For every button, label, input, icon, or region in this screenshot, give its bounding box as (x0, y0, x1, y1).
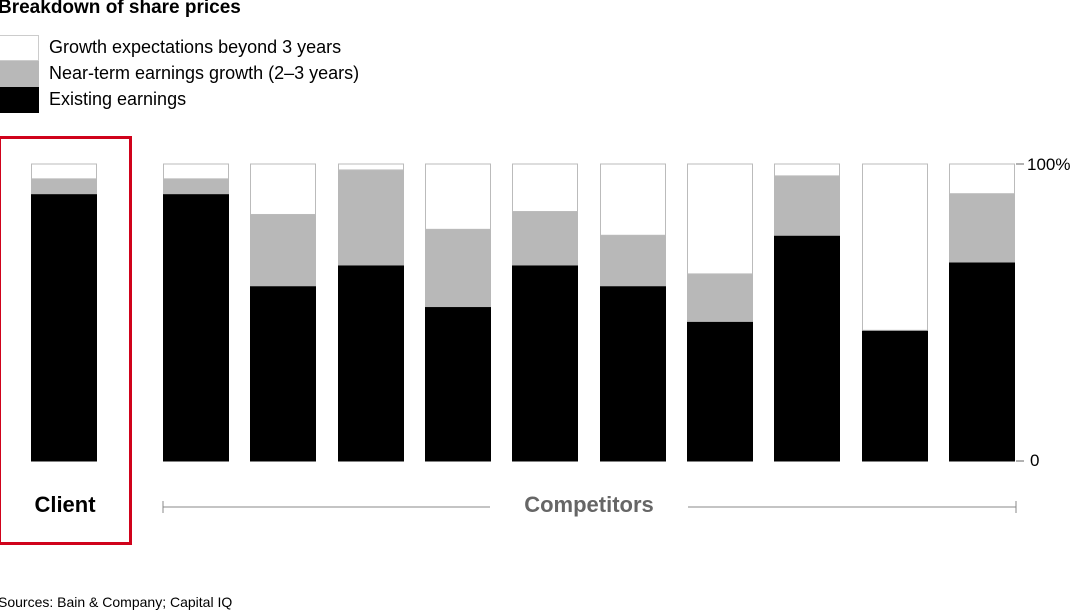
bar-segment-3-1 (338, 169, 404, 266)
bar-segment-1-1 (163, 178, 229, 195)
bar-segment-5-1 (512, 211, 578, 266)
bar-segment-1-2 (163, 163, 229, 180)
legend-swatch (0, 87, 39, 113)
bar-segment-4-0 (425, 306, 491, 462)
bar-segment-8-0 (774, 234, 840, 462)
legend-label: Existing earnings (49, 89, 187, 109)
bar-segment-2-1 (250, 213, 316, 287)
bar-segment-1-0 (163, 193, 229, 462)
bar-segment-3-2 (338, 163, 404, 171)
y-tick-100: 100% (1027, 155, 1071, 174)
bar-segment-7-2 (687, 163, 753, 275)
bar-segment-6-0 (600, 285, 666, 462)
bar-segment-4-2 (425, 163, 491, 230)
group-label-client: Client (34, 492, 96, 517)
source-note: Sources: Bain & Company; Capital IQ (0, 594, 233, 610)
y-tick-0: 0 (1030, 451, 1040, 470)
bar-segment-5-2 (512, 163, 578, 213)
bar-segment-6-1 (600, 234, 666, 287)
bar-segment-9-0 (862, 329, 928, 462)
bar-segment-0-1 (31, 178, 97, 195)
legend-item-growth-beyond: Growth expectations beyond 3 years (0, 35, 420, 61)
client-highlight-box (0, 136, 132, 545)
bar-segment-0-2 (31, 163, 97, 180)
bar-segment-4-1 (425, 228, 491, 308)
bar-segment-10-2 (949, 163, 1015, 195)
chart-title: Breakdown of share prices (0, 0, 241, 18)
legend-swatch (0, 61, 39, 87)
bar-segment-0-0 (31, 193, 97, 462)
bar-segment-10-1 (949, 193, 1015, 263)
bar-segment-7-1 (687, 273, 753, 322)
legend-swatch (0, 35, 39, 61)
bar-segment-7-0 (687, 320, 753, 462)
legend-label: Near-term earnings growth (2–3 years) (49, 63, 360, 83)
bar-segment-3-0 (338, 264, 404, 462)
bar-segment-8-1 (774, 175, 840, 236)
bar-segment-2-2 (250, 163, 316, 215)
group-label-competitors: Competitors (490, 492, 688, 518)
bar-segment-10-0 (949, 261, 1015, 462)
bar-segment-2-0 (250, 285, 316, 462)
bar-segment-8-2 (774, 163, 840, 177)
legend-item-near-term: Near-term earnings growth (2–3 years) (0, 61, 420, 87)
bar-segment-6-2 (600, 163, 666, 236)
legend-item-existing: Existing earnings (0, 87, 420, 113)
legend-label: Growth expectations beyond 3 years (49, 37, 342, 57)
bar-segment-9-2 (862, 163, 928, 331)
bar-segment-5-0 (512, 264, 578, 462)
